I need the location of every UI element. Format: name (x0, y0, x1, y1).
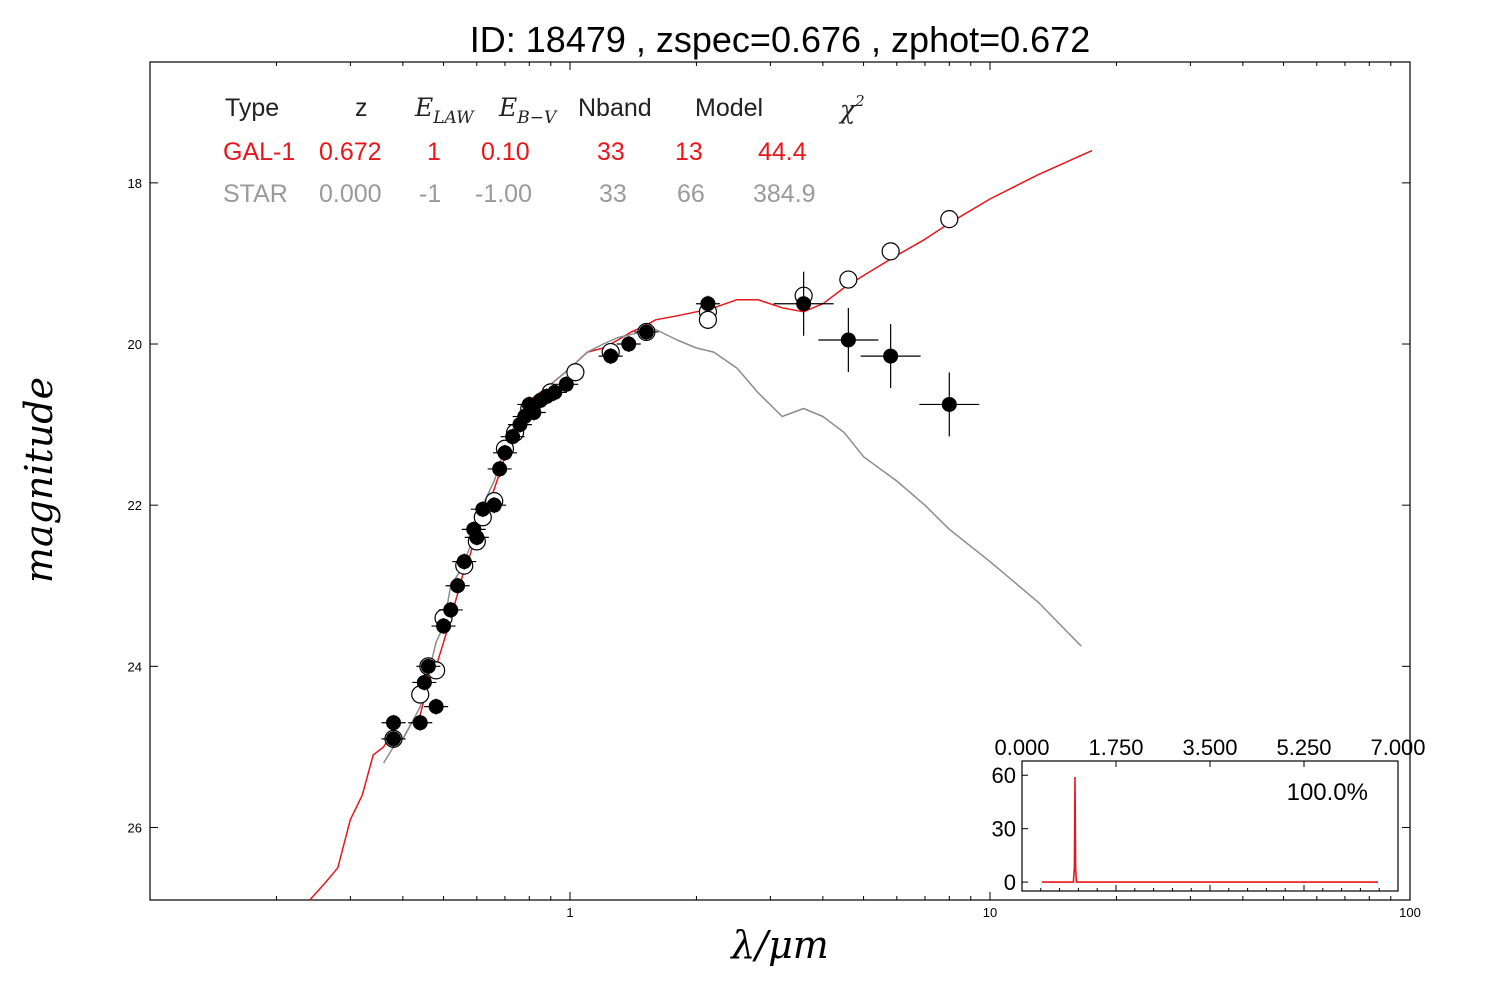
y-tick-label: 20 (128, 337, 142, 352)
inset-frame (1021, 760, 1399, 892)
star-model-line (382, 328, 1082, 764)
gal-z: 0.672 (319, 138, 382, 166)
inset-x-tick-label: 1.750 (1088, 735, 1143, 760)
x-tick-label: 1 (566, 905, 573, 920)
header-ebv-main: E (498, 93, 517, 122)
star-type: STAR (223, 180, 288, 208)
header-model: Model (695, 94, 763, 122)
y-tick-label: 24 (128, 659, 142, 674)
y-tick-label: 22 (128, 498, 142, 513)
observed-magnitude-point (497, 445, 513, 461)
observed-magnitude-point (486, 497, 502, 513)
star-elaw: -1 (419, 180, 441, 208)
inset-x-tick-label: 7.000 (1370, 735, 1425, 760)
star-nband: 33 (599, 180, 627, 208)
inset-axis-ticks: 0.000 1.750 3.500 5.250 7.000 0 30 60 (992, 735, 1426, 895)
inset-y-tick-label: 0 (1004, 870, 1016, 895)
y-axis-label: magnitude (17, 377, 61, 583)
y-tick-label: 18 (128, 176, 142, 191)
observed-magnitude-point (621, 336, 637, 352)
model-magnitude-point (566, 363, 585, 382)
x-axis-label: λ/μm (729, 923, 829, 967)
header-type: Type (225, 94, 279, 122)
observed-magnitude-point (883, 348, 899, 364)
gal-elaw: 1 (427, 138, 441, 166)
header-elaw: ELAW (414, 93, 475, 128)
inset-pdz-line (1042, 776, 1378, 883)
inset-x-tick-label: 0.000 (994, 735, 1049, 760)
observed-magnitude-point (547, 384, 563, 400)
fit-row-star: STAR 0.000 -1 -1.00 33 66 384.9 (223, 180, 816, 208)
observed-magnitude-point (505, 429, 521, 445)
observed-magnitude-point (941, 396, 957, 412)
fit-table: Type z ELAW EB−V Nband Model χ2 GAL-1 0.… (223, 92, 865, 208)
observed-magnitude-point (420, 658, 436, 674)
observed-magnitude-point (603, 348, 619, 364)
observed-magnitude-point (428, 699, 444, 715)
observed-magnitude-point (386, 715, 402, 731)
header-ebv: EB−V (498, 93, 558, 128)
sed-model-lines (309, 149, 1093, 901)
photometry-points (381, 210, 980, 748)
inset-y-tick-label: 60 (992, 763, 1016, 788)
inset-annotation: 100.0% (1287, 779, 1368, 806)
observed-magnitude-point (558, 376, 574, 392)
inset-y-tick-label: 30 (992, 817, 1016, 842)
observed-magnitude-point (443, 602, 459, 618)
observed-magnitude-point (796, 296, 812, 312)
header-z: z (355, 94, 368, 122)
inset-x-tick-label: 3.500 (1182, 735, 1237, 760)
plot-frame (149, 61, 1411, 901)
y-tick-label: 26 (128, 820, 142, 835)
star-z: 0.000 (319, 180, 382, 208)
header-elaw-sub: LAW (432, 108, 475, 128)
observed-magnitude-point (492, 461, 508, 477)
gal-model: 13 (675, 138, 703, 166)
star-ebv: -1.00 (475, 180, 532, 208)
galaxy-model-line (309, 149, 1093, 901)
header-nband: Nband (578, 94, 652, 122)
observed-magnitude-point (450, 578, 466, 594)
chart-title: ID: 18479 , zspec=0.676 , zphot=0.672 (470, 19, 1090, 60)
observed-magnitude-point (526, 405, 542, 421)
model-magnitude-point (940, 210, 959, 229)
observed-magnitude-point (638, 324, 654, 340)
gal-nband: 33 (597, 138, 625, 166)
observed-magnitude-point (700, 296, 716, 312)
x-tick-label: 10 (983, 905, 997, 920)
observed-magnitude-point (436, 618, 452, 634)
gal-chi2: 44.4 (758, 138, 807, 166)
header-ebv-sub: B−V (516, 108, 558, 128)
observed-magnitude-point (840, 332, 856, 348)
fit-row-gal: GAL-1 0.672 1 0.10 33 13 44.4 (223, 138, 807, 166)
observed-magnitude-point (416, 674, 432, 690)
header-elaw-main: E (414, 93, 433, 122)
observed-magnitude-point (456, 554, 472, 570)
model-magnitude-point (698, 310, 718, 329)
star-model: 66 (677, 180, 705, 208)
observed-magnitude-point (469, 529, 485, 545)
inset-x-tick-label: 5.250 (1276, 735, 1331, 760)
observed-magnitude-point (412, 715, 428, 731)
observed-magnitude-point (386, 731, 402, 747)
header-chi2: χ2 (838, 92, 865, 124)
gal-ebv: 0.10 (481, 138, 530, 166)
x-tick-label: 100 (1399, 905, 1421, 920)
star-chi2: 384.9 (753, 180, 816, 208)
fit-table-header: Type z ELAW EB−V Nband Model χ2 (225, 92, 865, 128)
model-magnitude-point (839, 270, 858, 289)
model-magnitude-point (881, 242, 900, 261)
header-chi2-main: χ (838, 95, 857, 124)
gal-type: GAL-1 (223, 138, 295, 166)
header-chi2-sup: 2 (854, 92, 865, 110)
pdz-inset: 0.000 1.750 3.500 5.250 7.000 0 30 60 100.0% (992, 735, 1426, 895)
pdz-curve (1042, 776, 1378, 883)
